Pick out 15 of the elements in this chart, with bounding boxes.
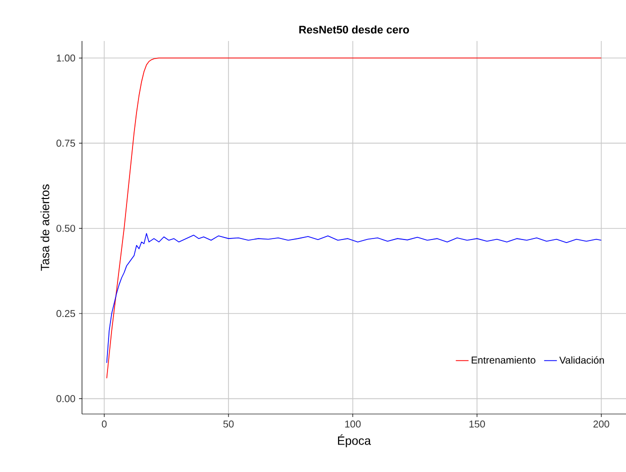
x-tick-label: 200 <box>593 420 610 428</box>
y-tick-label: 0.00 <box>56 395 76 402</box>
y-axis-title: Tasa de aciertos <box>40 184 50 271</box>
chart-title: ResNet50 desde cero <box>299 25 409 34</box>
y-tick-label: 0.25 <box>56 310 76 318</box>
x-axis-title: Época <box>338 434 371 448</box>
y-tick-label: 0.50 <box>56 224 76 232</box>
x-tick-label: 50 <box>223 420 234 428</box>
x-tick-label: 150 <box>469 420 485 428</box>
y-tick-label: 0.75 <box>56 140 76 147</box>
x-tick-label: 100 <box>345 420 361 428</box>
legend-label: Entrenamiento <box>472 356 536 364</box>
x-tick-label: 0 <box>102 420 107 428</box>
legend-label: Validación <box>559 356 604 364</box>
y-tick-label: 1.00 <box>56 54 76 62</box>
